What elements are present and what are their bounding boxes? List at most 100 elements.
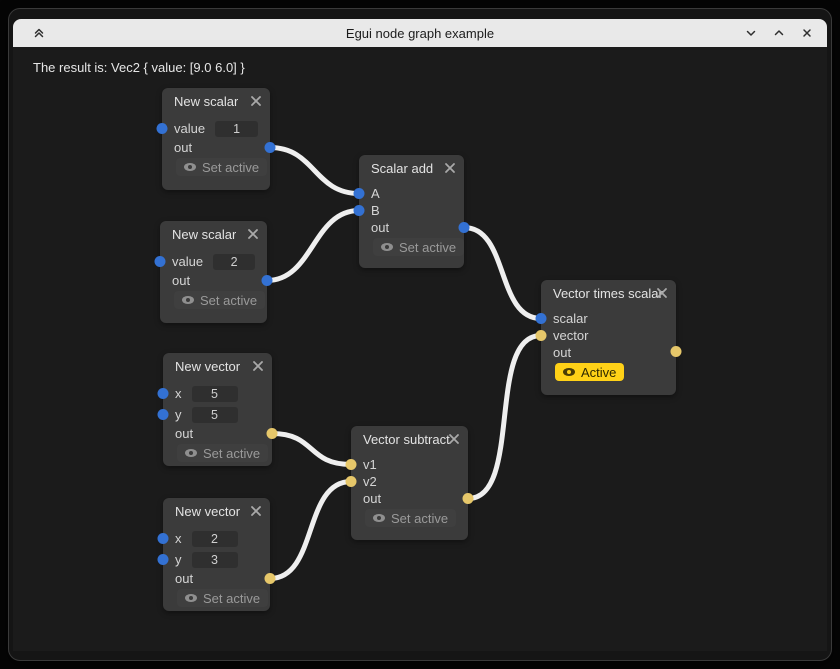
port-sub-v1-in[interactable] xyxy=(345,459,357,470)
param-row: y 3 xyxy=(163,549,270,570)
node-graph-canvas[interactable] xyxy=(13,47,827,651)
eye-icon xyxy=(563,368,575,376)
port-vector2-x-in[interactable] xyxy=(157,533,169,544)
param-row: v1 xyxy=(351,456,468,473)
param-row: scalar xyxy=(541,310,676,327)
port-times-vector-in[interactable] xyxy=(535,330,547,341)
port-scalar2-value-in[interactable] xyxy=(154,256,166,267)
node-header[interactable]: New vector xyxy=(163,498,270,524)
node-title: New scalar xyxy=(172,226,237,242)
value-input[interactable]: 5 xyxy=(191,385,238,402)
param-label: x xyxy=(175,531,182,546)
eye-icon xyxy=(373,514,385,522)
node-scalar-add[interactable]: Scalar add A B out Set active xyxy=(359,155,465,268)
close-icon[interactable] xyxy=(448,433,460,445)
node-title: Vector times scalar xyxy=(553,285,663,301)
node-title: Vector subtract xyxy=(363,431,450,447)
window-title: Egui node graph example xyxy=(345,25,495,41)
output-row: out xyxy=(163,425,272,442)
param-label: value xyxy=(174,121,206,136)
node-header[interactable]: New scalar xyxy=(160,221,267,247)
active-button[interactable]: Active xyxy=(555,363,625,381)
eye-icon xyxy=(184,163,196,171)
output-row: out xyxy=(541,344,676,361)
output-row: out xyxy=(351,490,468,507)
port-scalar1-value-in[interactable] xyxy=(156,123,168,134)
port-add-out[interactable] xyxy=(458,222,470,233)
output-label: out xyxy=(371,220,390,235)
close-icon[interactable] xyxy=(252,360,264,372)
output-row: out xyxy=(359,219,464,236)
node-header[interactable]: New vector xyxy=(163,353,272,379)
port-add-B-in[interactable] xyxy=(353,205,365,216)
eye-icon xyxy=(185,449,197,457)
port-times-scalar-in[interactable] xyxy=(535,313,547,324)
output-row: out xyxy=(162,139,270,156)
param-label: y xyxy=(175,552,182,567)
output-row: out xyxy=(163,570,270,587)
port-vector1-y-in[interactable] xyxy=(157,409,169,420)
set-active-button[interactable]: Set active xyxy=(177,589,269,607)
port-sub-v2-in[interactable] xyxy=(345,476,357,487)
minimize-button[interactable] xyxy=(743,25,759,41)
port-scalar1-out[interactable] xyxy=(264,142,276,153)
set-active-button[interactable]: Set active xyxy=(174,291,266,309)
port-sub-out[interactable] xyxy=(462,493,474,504)
param-row: B xyxy=(359,202,464,219)
output-label: out xyxy=(363,491,382,506)
port-vector1-out[interactable] xyxy=(266,428,278,439)
param-row: v2 xyxy=(351,473,468,490)
param-row: A xyxy=(359,185,464,202)
port-vector2-out[interactable] xyxy=(264,573,276,584)
value-input[interactable]: 1 xyxy=(215,120,258,137)
close-window-button[interactable] xyxy=(799,25,815,41)
close-icon[interactable] xyxy=(250,95,262,107)
node-new-vector-1[interactable]: New vector x 5 y 5 out Set active xyxy=(163,353,272,466)
chevron-double-up-icon[interactable] xyxy=(31,25,47,41)
close-icon[interactable] xyxy=(247,228,259,240)
port-scalar2-out[interactable] xyxy=(261,275,273,286)
set-active-button[interactable]: Set active xyxy=(365,509,457,527)
node-header[interactable]: Scalar add xyxy=(359,155,464,181)
node-new-vector-2[interactable]: New vector x 2 y 3 out Set active xyxy=(163,498,270,611)
node-header[interactable]: Vector subtract xyxy=(351,426,468,452)
node-vector-times-scalar[interactable]: Vector times scalar scalar vector out Ac… xyxy=(541,280,676,395)
param-row: value 2 xyxy=(160,251,267,272)
close-icon[interactable] xyxy=(656,287,668,299)
result-text: The result is: Vec2 { value: [9.0 6.0] } xyxy=(33,60,245,75)
node-header[interactable]: Vector times scalar xyxy=(541,280,676,306)
output-label: out xyxy=(174,140,193,155)
param-row: value 1 xyxy=(162,118,270,139)
eye-icon xyxy=(185,594,197,602)
maximize-button[interactable] xyxy=(771,25,787,41)
eye-icon xyxy=(182,296,194,304)
param-label: x xyxy=(175,386,182,401)
value-input[interactable]: 2 xyxy=(191,530,238,547)
port-vector1-x-in[interactable] xyxy=(157,388,169,399)
close-icon[interactable] xyxy=(250,505,262,517)
close-icon[interactable] xyxy=(444,162,456,174)
value-input[interactable]: 2 xyxy=(213,253,255,270)
set-active-button[interactable]: Set active xyxy=(176,158,268,176)
param-label: A xyxy=(371,186,380,201)
value-input[interactable]: 3 xyxy=(191,551,238,568)
param-label: vector xyxy=(553,328,589,343)
port-vector2-y-in[interactable] xyxy=(157,554,169,565)
value-input[interactable]: 5 xyxy=(191,406,238,423)
titlebar[interactable]: Egui node graph example xyxy=(13,19,827,47)
param-label: v1 xyxy=(363,457,377,472)
output-label: out xyxy=(553,345,572,360)
port-times-out[interactable] xyxy=(670,346,682,357)
set-active-button[interactable]: Set active xyxy=(373,238,465,256)
node-new-scalar-2[interactable]: New scalar value 2 out Set active xyxy=(160,221,267,323)
node-new-scalar-1[interactable]: New scalar value 1 out Set active xyxy=(162,88,270,190)
param-row: vector xyxy=(541,327,676,344)
param-label: y xyxy=(175,407,182,422)
param-label: value xyxy=(172,254,204,269)
param-label: scalar xyxy=(553,311,588,326)
port-add-A-in[interactable] xyxy=(353,188,365,199)
node-vector-subtract[interactable]: Vector subtract v1 v2 out Set active xyxy=(351,426,468,540)
app-window: Egui node graph example xyxy=(8,8,832,661)
node-header[interactable]: New scalar xyxy=(162,88,270,114)
set-active-button[interactable]: Set active xyxy=(177,444,269,462)
